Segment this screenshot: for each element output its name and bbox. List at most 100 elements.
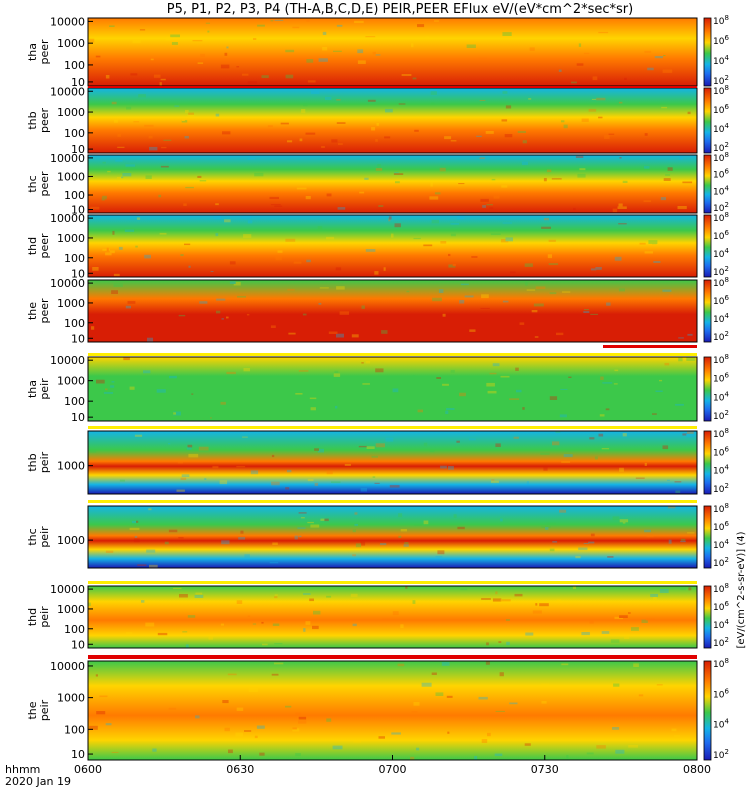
ytick-label: 10 bbox=[71, 638, 85, 651]
panel-ylabel-1: thc bbox=[26, 175, 39, 192]
spectrogram-texture bbox=[90, 431, 695, 493]
ytick-label: 100 bbox=[64, 317, 85, 330]
panel-frame bbox=[87, 214, 698, 278]
colorbar-tick-label: 102 bbox=[713, 482, 729, 495]
data-flag-bar bbox=[603, 345, 697, 348]
colorbar-tick-label: 108 bbox=[713, 353, 729, 366]
spectrogram-heatmap bbox=[88, 506, 697, 568]
colorbar-tick-label: 104 bbox=[713, 538, 729, 551]
ytick-label: 100 bbox=[64, 127, 85, 140]
spectrogram-heatmap bbox=[88, 215, 697, 277]
panel-ylabel-1: thb bbox=[26, 111, 39, 129]
spectrogram-heatmap bbox=[88, 155, 697, 213]
spectrogram-heatmap bbox=[88, 661, 697, 760]
ytick-label: 1000 bbox=[57, 603, 85, 616]
colorbar bbox=[703, 17, 712, 87]
spectrogram-texture bbox=[91, 281, 693, 342]
ytick-label: 10 bbox=[71, 76, 85, 89]
colorbar bbox=[703, 585, 712, 649]
ytick-label: 10000 bbox=[50, 212, 85, 225]
ytick-label: 10 bbox=[71, 748, 85, 761]
spectrogram-texture bbox=[90, 155, 693, 213]
panel-frame bbox=[87, 279, 698, 343]
panel-ylabel-2: peer bbox=[38, 171, 51, 197]
panel-ylabel-1: thd bbox=[26, 608, 39, 626]
spectrogram-heatmap bbox=[88, 586, 697, 648]
spectrogram-texture bbox=[111, 90, 691, 151]
spectrogram-heatmap bbox=[88, 280, 697, 342]
ytick-label: 10 bbox=[71, 204, 85, 217]
colorbar-tick-label: 108 bbox=[713, 14, 729, 27]
data-flag-bar bbox=[88, 353, 697, 356]
spectrogram-heatmap bbox=[88, 18, 697, 86]
data-flag-bar bbox=[88, 86, 697, 88]
ytick-label: 10000 bbox=[50, 583, 85, 596]
panel-thb-peir: thb peir 1000 108 106 104 102 bbox=[26, 427, 729, 495]
ytick-label: 1000 bbox=[57, 692, 85, 705]
spectrogram-texture bbox=[105, 506, 695, 569]
panel-the-peir: the peir 10000 1000 100 10 108 106 104 102 bbox=[26, 657, 729, 761]
colorbar-tick-label: 108 bbox=[713, 657, 729, 670]
panel-ylabel-2: peir bbox=[38, 378, 51, 400]
data-flag-bar bbox=[88, 581, 697, 584]
data-flag-bar bbox=[88, 500, 697, 503]
panel-ylabel-2: peer bbox=[38, 108, 51, 134]
colorbar-tick-label: 104 bbox=[713, 464, 729, 477]
panel-thd-peir: thd peir 10000 1000 100 10 108 106 104 102 bbox=[26, 582, 729, 651]
colorbar-tick-label: 108 bbox=[713, 502, 729, 515]
colorbar-tick-label: 104 bbox=[713, 247, 729, 260]
colorbar-tick-label: 106 bbox=[713, 600, 729, 613]
ytick-label: 1000 bbox=[57, 297, 85, 310]
panel-ylabel-2: peer bbox=[38, 298, 51, 324]
ytick-label: 1000 bbox=[57, 37, 85, 50]
colorbar-tick-label: 106 bbox=[713, 294, 729, 307]
colorbar-tick-label: 104 bbox=[713, 122, 729, 135]
colorbar-tick-label: 106 bbox=[713, 445, 729, 458]
ytick-label: 10000 bbox=[50, 85, 85, 98]
colorbar-tick-label: 104 bbox=[713, 718, 729, 731]
figure-title: P5, P1, P2, P3, P4 (TH-A,B,C,D,E) PEIR,P… bbox=[167, 2, 633, 17]
colorbar-tick-label: 102 bbox=[713, 748, 729, 761]
ytick-label: 10 bbox=[71, 411, 85, 424]
spectrogram-heatmap bbox=[88, 357, 697, 421]
spectrogram-texture bbox=[89, 19, 673, 87]
panel-ylabel-1: the bbox=[26, 302, 39, 320]
xtick-label: 0700 bbox=[379, 763, 407, 776]
time-axis: 0600 0630 0700 0730 0800 bbox=[74, 755, 711, 776]
ytick-label: 10000 bbox=[50, 660, 85, 673]
spectrogram-heatmap bbox=[88, 88, 697, 153]
ytick-label: 100 bbox=[64, 252, 85, 265]
panel-ylabel-2: peir bbox=[38, 699, 51, 721]
colorbar bbox=[703, 279, 712, 343]
panel-thc-peir: thc peir 1000 108 106 104 102 bbox=[26, 502, 729, 569]
panel-frame bbox=[87, 154, 698, 214]
ytick-label: 10000 bbox=[50, 354, 85, 367]
ytick-label: 1000 bbox=[57, 232, 85, 245]
ytick-label: 1000 bbox=[57, 106, 85, 119]
xtick-label: 0630 bbox=[226, 763, 254, 776]
panel-ylabel-2: peer bbox=[38, 39, 51, 65]
ytick-label: 100 bbox=[64, 189, 85, 202]
ytick-label: 10 bbox=[71, 143, 85, 156]
ytick-label: 10000 bbox=[50, 15, 85, 28]
panel-ylabel-1: tha bbox=[26, 380, 39, 398]
colorbar-tick-label: 102 bbox=[713, 636, 729, 649]
panel-ylabel-2: peir bbox=[38, 451, 51, 473]
ytick-label: 1000 bbox=[57, 375, 85, 388]
panel-ylabel-1: tha bbox=[26, 43, 39, 61]
panel-frame bbox=[87, 356, 698, 422]
colorbar bbox=[703, 505, 712, 569]
ytick-label: 1000 bbox=[57, 534, 85, 547]
time-label: hhmm bbox=[5, 763, 40, 776]
colorbar-tick-label: 106 bbox=[713, 687, 729, 700]
colorbar-tick-label: 108 bbox=[713, 582, 729, 595]
colorbar-tick-label: 102 bbox=[713, 556, 729, 569]
colorbar-tick-label: 106 bbox=[713, 520, 729, 533]
panel-ylabel-1: the bbox=[26, 701, 39, 719]
xtick-label: 0600 bbox=[74, 763, 102, 776]
